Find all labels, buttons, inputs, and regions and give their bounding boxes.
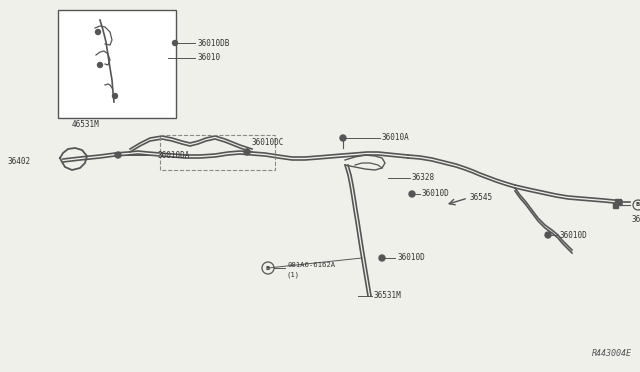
- Text: 36531M: 36531M: [374, 292, 402, 301]
- Circle shape: [173, 41, 177, 45]
- Text: 36010: 36010: [197, 54, 220, 62]
- Text: 46531M: 46531M: [72, 120, 100, 129]
- Text: R443004E: R443004E: [592, 349, 632, 358]
- Text: 36328: 36328: [412, 173, 435, 183]
- Text: 36010DA: 36010DA: [157, 151, 189, 160]
- Bar: [612, 202, 618, 208]
- Text: 081A6-6162A: 081A6-6162A: [287, 262, 335, 268]
- Text: 36402: 36402: [8, 157, 31, 167]
- Text: 36010D: 36010D: [422, 189, 450, 199]
- Circle shape: [379, 255, 385, 261]
- Text: (1): (1): [287, 272, 300, 278]
- Bar: [58, 10, 176, 118]
- Text: 36530M: 36530M: [632, 215, 640, 224]
- Text: 36010DC: 36010DC: [252, 138, 284, 147]
- Circle shape: [545, 232, 551, 238]
- Circle shape: [115, 152, 121, 158]
- Text: 36010D: 36010D: [560, 231, 588, 240]
- Circle shape: [113, 93, 118, 99]
- Circle shape: [95, 29, 100, 35]
- Circle shape: [340, 135, 346, 141]
- Text: B: B: [266, 266, 270, 270]
- Text: 36010D: 36010D: [397, 253, 425, 263]
- Circle shape: [409, 191, 415, 197]
- Text: 36010A: 36010A: [382, 134, 410, 142]
- Bar: [160, 135, 275, 170]
- Text: 36545: 36545: [470, 193, 493, 202]
- Text: 36010DB: 36010DB: [197, 38, 229, 48]
- Circle shape: [244, 149, 250, 155]
- Circle shape: [97, 62, 102, 67]
- Text: B: B: [636, 202, 640, 208]
- Bar: [615, 199, 621, 205]
